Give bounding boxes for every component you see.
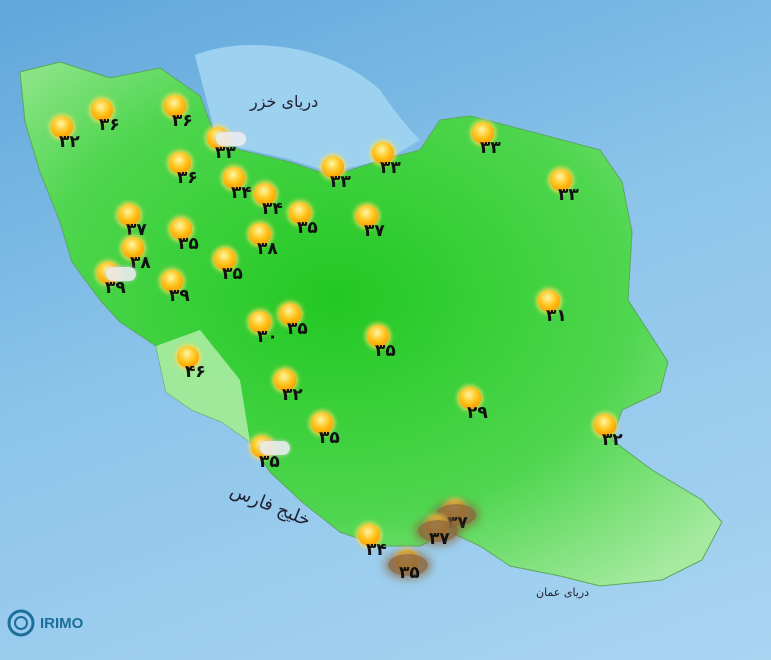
- temperature-label: ۳۲: [602, 430, 623, 450]
- sun-icon: [311, 412, 333, 434]
- temperature-label: ۳۹: [105, 278, 126, 298]
- temperature-label: ۳۵: [375, 341, 396, 361]
- sun-icon: [164, 95, 186, 117]
- dust-icon: [388, 554, 428, 576]
- sun-icon: [538, 290, 560, 312]
- temperature-label: ۳۴: [231, 183, 252, 203]
- temperature-label: ۳۸: [257, 239, 278, 259]
- temperature-label: ۳۳: [480, 138, 501, 158]
- temperature-label: ۲۹: [467, 403, 488, 423]
- sun-icon: [459, 387, 481, 409]
- sun-icon: [249, 223, 271, 245]
- temperature-label: ۳۲: [59, 132, 80, 152]
- cloud-icon: [216, 132, 246, 146]
- sun-icon: [249, 311, 271, 333]
- sun-icon: [51, 116, 73, 138]
- sun-icon: [177, 346, 199, 368]
- temperature-label: ۳۳: [330, 172, 351, 192]
- sun-icon: [358, 524, 380, 546]
- cloud-icon: [106, 267, 136, 281]
- sun-icon: [169, 152, 191, 174]
- temperature-label: ۳۵: [399, 563, 420, 583]
- sun-icon: [550, 169, 572, 191]
- sun-icon: [372, 142, 394, 164]
- sun-icon: [356, 205, 378, 227]
- temperature-label: ۳۶: [99, 115, 120, 135]
- temperature-label: ۳۶: [177, 168, 198, 188]
- temperature-label: ۳۱: [546, 306, 567, 326]
- temperature-label: ۳۸: [130, 253, 151, 273]
- sun-icon: [161, 270, 183, 292]
- temperature-label: ۳۵: [287, 319, 308, 339]
- temperature-label: ۳۴: [366, 540, 387, 560]
- cloud-icon: [260, 441, 290, 455]
- temperature-label: ۳۷: [429, 529, 450, 549]
- sun-icon: [594, 414, 616, 436]
- temperature-label: ۳۵: [297, 218, 318, 238]
- temperature-label: ۳۵: [319, 428, 340, 448]
- logo-text: IRIMO: [40, 614, 84, 632]
- temperature-label: ۳۴: [262, 199, 283, 219]
- temperature-label: ۳۶: [172, 111, 193, 131]
- temperature-label: ۳۳: [558, 185, 579, 205]
- temperature-label: ۳۵: [222, 264, 243, 284]
- sun-icon: [118, 204, 140, 226]
- temperature-label: ۳۵: [259, 452, 280, 472]
- sun-icon: [367, 325, 389, 347]
- temperature-label: ۳۳: [215, 143, 236, 163]
- sun-icon: [223, 167, 245, 189]
- sun-icon: [214, 248, 236, 270]
- temperature-label: ۳۷: [126, 220, 147, 240]
- temperature-label: ۳۵: [178, 234, 199, 254]
- sun-icon: [122, 237, 144, 259]
- sun-icon: [289, 202, 311, 224]
- irimo-emblem-icon: [7, 609, 35, 637]
- temperature-label: ۳۷: [364, 221, 385, 241]
- oman-sea-label: دریای عمان: [536, 586, 590, 599]
- sun-icon: [170, 218, 192, 240]
- sun-icon: [254, 183, 276, 205]
- sun-icon: [279, 303, 301, 325]
- temperature-label: ۳۹: [169, 286, 190, 306]
- temperature-label: ۳۳: [380, 158, 401, 178]
- sun-icon: [91, 99, 113, 121]
- dust-icon: [418, 520, 458, 542]
- temperature-label: ۳۰: [257, 327, 278, 347]
- sun-icon: [322, 156, 344, 178]
- sun-icon: [472, 122, 494, 144]
- caspian-sea: [195, 45, 420, 172]
- sun-icon: [274, 369, 296, 391]
- caspian-sea-label: دریای خزر: [250, 92, 319, 111]
- temperature-label: ۴۶: [185, 362, 206, 382]
- temperature-label: ۳۲: [282, 385, 303, 405]
- irimo-logo: IRIMO: [6, 608, 83, 638]
